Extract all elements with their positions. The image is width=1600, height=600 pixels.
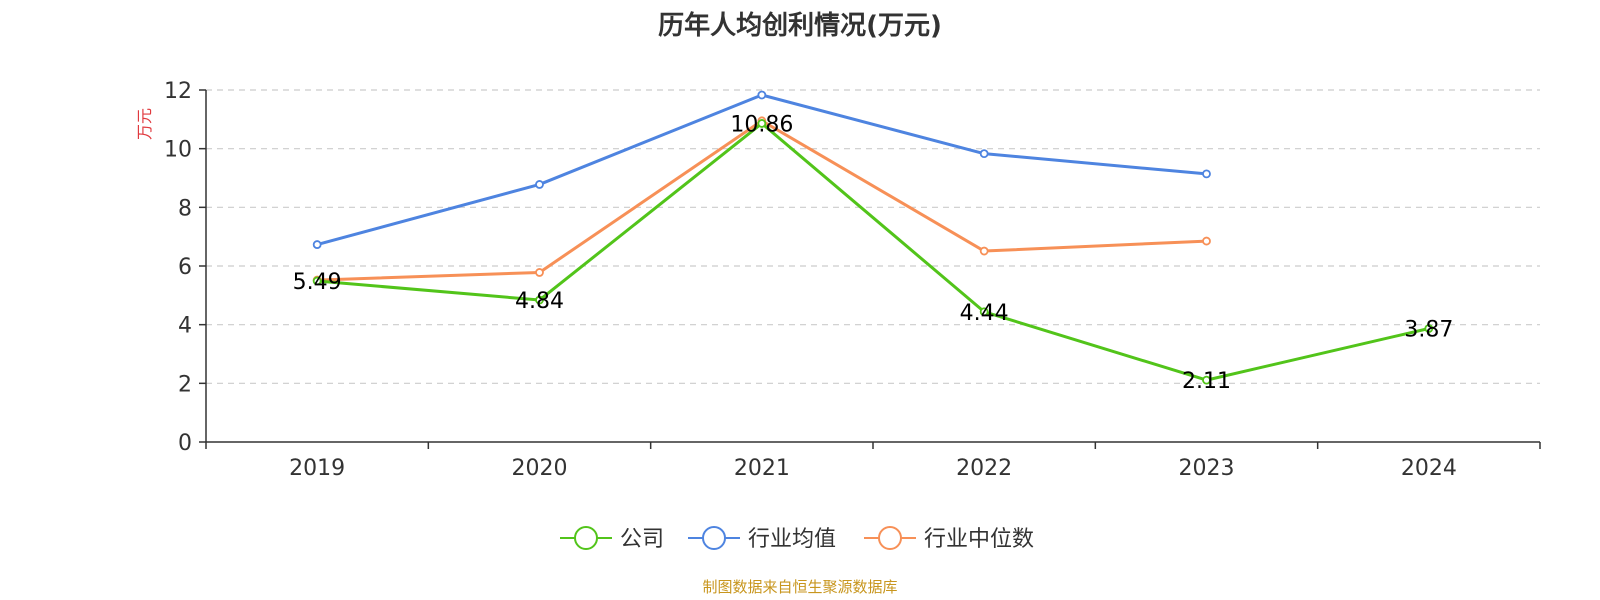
data-point[interactable]: [535, 268, 544, 277]
legend-label: 公司: [620, 527, 664, 552]
y-tick-label: 0: [178, 431, 192, 456]
data-point[interactable]: [979, 246, 989, 256]
data-point[interactable]: [535, 295, 544, 305]
data-point[interactable]: [757, 119, 767, 128]
legend-marker: [878, 526, 902, 550]
data-point[interactable]: [757, 90, 767, 100]
data-point[interactable]: [979, 149, 989, 159]
source-note: 制图数据来自恒生聚源数据库: [702, 578, 897, 596]
data-label: 3.87: [1404, 317, 1453, 342]
x-tick-label: 2021: [734, 456, 790, 481]
data-label: 10.86: [730, 112, 793, 137]
data-point[interactable]: [979, 307, 989, 317]
data-label: 5.49: [293, 270, 342, 295]
legend[interactable]: 公司 行业均值 行业中位数: [560, 526, 1034, 552]
x-tick-label: 2023: [1179, 456, 1235, 481]
series-1: [312, 90, 1211, 249]
data-point[interactable]: [1202, 236, 1211, 246]
x-tick-label: 2020: [512, 456, 568, 481]
y-tick-label: 4: [178, 314, 192, 339]
x-tick-label: 2024: [1401, 456, 1457, 481]
series-lines: [312, 90, 1434, 385]
x-tick-label: 2022: [956, 456, 1012, 481]
data-label: 4.84: [515, 289, 564, 314]
grid-lines: [206, 89, 1540, 384]
legend-label: 行业中位数: [924, 527, 1034, 552]
series-0: [312, 119, 1434, 385]
data-point[interactable]: [1424, 324, 1434, 333]
data-label: 2.11: [1182, 369, 1231, 394]
data-label: 4.44: [960, 301, 1009, 326]
chart-title: 历年人均创利情况(万元): [658, 10, 942, 41]
y-tick-label: 8: [178, 196, 192, 221]
y-axis-label: 万元: [135, 108, 154, 140]
legend-item[interactable]: 公司: [560, 526, 664, 552]
axes: 0 2 4 6 8 10 12 2019 2020 2021 2022 2023 2024: [164, 79, 1541, 481]
series-line: [317, 121, 1430, 382]
legend-marker: [574, 526, 598, 550]
data-point[interactable]: [1202, 375, 1211, 385]
y-tick-label: 2: [178, 372, 192, 397]
series-line: [317, 119, 1207, 282]
legend-marker: [702, 526, 726, 550]
legend-label: 行业均值: [748, 527, 836, 552]
data-point[interactable]: [312, 276, 322, 286]
data-labels: 5.49 4.84 10.86 4.44 2.11 3.87: [293, 112, 1454, 394]
legend-item[interactable]: 行业均值: [688, 526, 836, 552]
data-point[interactable]: [312, 240, 322, 249]
x-tick-label: 2019: [289, 456, 345, 481]
data-point[interactable]: [1202, 169, 1211, 179]
y-tick-label: 10: [164, 138, 192, 163]
y-tick-label: 6: [178, 255, 192, 280]
legend-item[interactable]: 行业中位数: [864, 526, 1034, 552]
series-2: [312, 116, 1211, 285]
y-tick-label: 12: [164, 79, 192, 104]
data-point[interactable]: [535, 180, 544, 189]
